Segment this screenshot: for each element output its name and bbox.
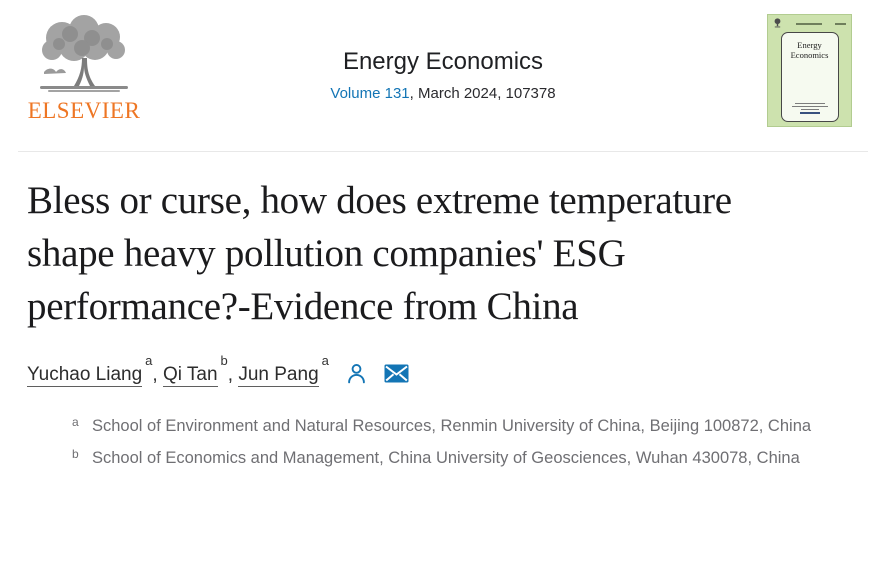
cover-issn-fineprint (835, 22, 846, 25)
elsevier-wordmark: ELSEVIER (27, 98, 141, 123)
cover-journal-title: Energy Economics (790, 40, 829, 61)
affiliation-row: b School of Economics and Management, Chi… (72, 444, 817, 473)
cover-inner-panel: Energy Economics (780, 32, 839, 122)
envelope-icon[interactable] (384, 364, 409, 383)
author: Qi Tanb (162, 353, 228, 388)
journal-meta: Energy Economics Volume 131, March 2024,… (330, 48, 555, 102)
cover-fineprint-line (794, 103, 825, 104)
affiliation-sup: b (72, 447, 79, 462)
author-affiliation-sup: b (220, 353, 228, 369)
affiliation-sup: a (72, 415, 79, 430)
affiliation-list: a School of Environment and Natural Resou… (27, 412, 817, 473)
cover-top-row (768, 15, 851, 28)
issue-line: Volume 131, March 2024, 107378 (330, 85, 555, 102)
elsevier-logo[interactable]: ELSEVIER (27, 14, 141, 124)
elsevier-tree-icon (32, 14, 136, 96)
affiliation-text: School of Environment and Natural Resour… (92, 417, 812, 436)
author-separator: , (227, 364, 239, 386)
author-row: Yuchao Lianga, Qi Tanb, Jun Panga (27, 353, 886, 388)
article-block: Bless or curse, how does extreme tempera… (0, 152, 886, 473)
affiliation-row: a School of Environment and Natural Resou… (72, 412, 817, 441)
journal-cover-thumbnail[interactable]: Energy Economics (767, 14, 852, 127)
cover-fineprint-line (791, 106, 828, 107)
author: Jun Panga (238, 353, 329, 388)
author-affiliation-sup: a (145, 353, 153, 369)
journal-header: ELSEVIER Energy Economics Volume 131, Ma… (0, 0, 886, 151)
author-name-link[interactable]: Yuchao Liang (27, 364, 143, 388)
author-affiliation-sup: a (321, 353, 329, 369)
article-title: Bless or curse, how does extreme tempera… (27, 179, 732, 329)
cover-fineprint-line (800, 109, 819, 110)
volume-link[interactable]: Volume 131 (330, 85, 410, 102)
cover-mini-tree-icon (773, 15, 782, 33)
author: Yuchao Lianga (27, 353, 152, 388)
affiliation-text: School of Economics and Management, Chin… (92, 449, 800, 468)
cover-fineprint-line (799, 112, 820, 114)
cover-fineprint (791, 103, 828, 114)
issue-rest: , March 2024, 107378 (409, 85, 556, 102)
author-list: Yuchao Lianga, Qi Tanb, Jun Panga (27, 353, 329, 388)
journal-title-link[interactable]: Energy Economics (342, 48, 544, 75)
header-divider (18, 151, 868, 152)
author-name-link[interactable]: Jun Pang (238, 364, 319, 388)
cover-issue-fineprint (795, 22, 822, 25)
author-icons (345, 362, 409, 385)
person-icon[interactable] (345, 362, 368, 385)
author-name-link[interactable]: Qi Tan (162, 364, 218, 388)
author-separator: , (152, 364, 163, 386)
